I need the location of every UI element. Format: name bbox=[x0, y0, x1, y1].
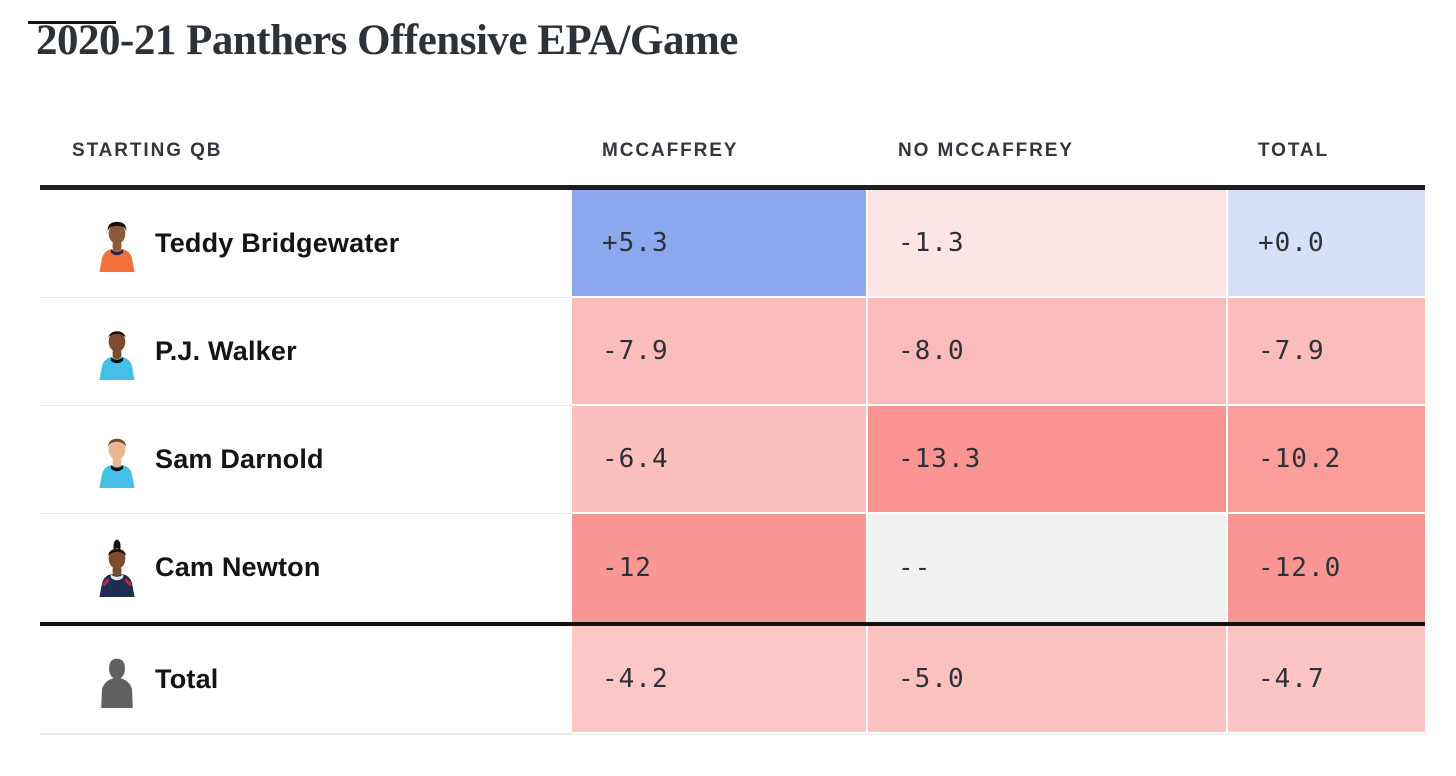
player-headshot-icon bbox=[99, 539, 135, 597]
qb-cell: Teddy Bridgewater bbox=[40, 189, 572, 298]
epa-cell-mccaffrey: -4.2 bbox=[572, 625, 868, 734]
player-headshot-icon bbox=[99, 331, 135, 381]
player-name: Teddy Bridgewater bbox=[155, 227, 400, 258]
epa-value: -5.0 bbox=[898, 663, 965, 694]
generic-player-silhouette-icon bbox=[101, 659, 133, 709]
epa-value: -7.9 bbox=[602, 335, 669, 366]
epa-value: -13.3 bbox=[898, 443, 982, 474]
epa-table: STARTING QB MCCAFFREY NO MCCAFFREY TOTAL… bbox=[40, 116, 1425, 735]
qb-cell: Cam Newton bbox=[40, 513, 572, 622]
epa-cell-total: -4.7 bbox=[1228, 625, 1425, 734]
table-bottom-rule bbox=[40, 733, 1425, 735]
epa-cell-total: +0.0 bbox=[1228, 189, 1425, 298]
epa-cell-mccaffrey: +5.3 bbox=[572, 189, 868, 298]
epa-value: -10.2 bbox=[1258, 443, 1342, 474]
qb-cell: Total bbox=[40, 625, 572, 734]
epa-value: -4.7 bbox=[1258, 663, 1325, 694]
epa-cell-no-mccaffrey: -5.0 bbox=[868, 625, 1228, 734]
epa-cell-total: -10.2 bbox=[1228, 405, 1425, 514]
epa-value: -7.9 bbox=[1258, 335, 1325, 366]
table-row-total: Total -4.2 -5.0 -4.7 bbox=[40, 625, 1425, 734]
table-row-walker: P.J. Walker -7.9 -8.0 -7.9 bbox=[40, 297, 1425, 406]
epa-cell-mccaffrey: -12 bbox=[572, 513, 868, 622]
player-headshot-icon bbox=[99, 439, 135, 489]
epa-value: -- bbox=[898, 552, 932, 583]
qb-cell: P.J. Walker bbox=[40, 297, 572, 406]
epa-value: -4.2 bbox=[602, 663, 669, 694]
table-row-bridgewater: Teddy Bridgewater +5.3 -1.3 +0.0 bbox=[40, 189, 1425, 298]
header-rule bbox=[40, 184, 1425, 190]
column-header-total: TOTAL bbox=[1228, 116, 1425, 185]
epa-cell-total: -12.0 bbox=[1228, 513, 1425, 622]
column-header-no-mccaffrey: NO MCCAFFREY bbox=[868, 116, 1228, 185]
epa-value: +5.3 bbox=[602, 227, 669, 258]
total-separator-rule bbox=[40, 621, 1425, 626]
epa-value: -8.0 bbox=[898, 335, 965, 366]
table-row-newton: Cam Newton -12 -- -12.0 bbox=[40, 513, 1425, 622]
epa-cell-no-mccaffrey: -1.3 bbox=[868, 189, 1228, 298]
epa-value: -6.4 bbox=[602, 443, 669, 474]
table-header-row: STARTING QB MCCAFFREY NO MCCAFFREY TOTAL bbox=[40, 116, 1425, 185]
player-name: P.J. Walker bbox=[155, 335, 297, 366]
epa-value: +0.0 bbox=[1258, 227, 1325, 258]
column-header-mccaffrey: MCCAFFREY bbox=[572, 116, 868, 185]
player-name: Cam Newton bbox=[155, 552, 321, 583]
epa-cell-no-mccaffrey: -- bbox=[868, 513, 1228, 622]
page-title: 2020-21 Panthers Offensive EPA/Game bbox=[36, 17, 738, 64]
qb-cell: Sam Darnold bbox=[40, 405, 572, 514]
epa-cell-mccaffrey: -7.9 bbox=[572, 297, 868, 406]
epa-cell-no-mccaffrey: -8.0 bbox=[868, 297, 1228, 406]
column-header-starting-qb: STARTING QB bbox=[40, 116, 572, 185]
epa-cell-total: -7.9 bbox=[1228, 297, 1425, 406]
epa-cell-mccaffrey: -6.4 bbox=[572, 405, 868, 514]
epa-value: -12 bbox=[602, 552, 652, 583]
table-row-darnold: Sam Darnold -6.4 -13.3 -10.2 bbox=[40, 405, 1425, 514]
epa-cell-no-mccaffrey: -13.3 bbox=[868, 405, 1228, 514]
epa-value: -12.0 bbox=[1258, 552, 1342, 583]
player-name: Sam Darnold bbox=[155, 443, 324, 474]
top-crop-mark bbox=[28, 21, 116, 24]
player-headshot-icon bbox=[99, 222, 135, 273]
epa-value: -1.3 bbox=[898, 227, 965, 258]
total-row-label: Total bbox=[155, 663, 219, 694]
